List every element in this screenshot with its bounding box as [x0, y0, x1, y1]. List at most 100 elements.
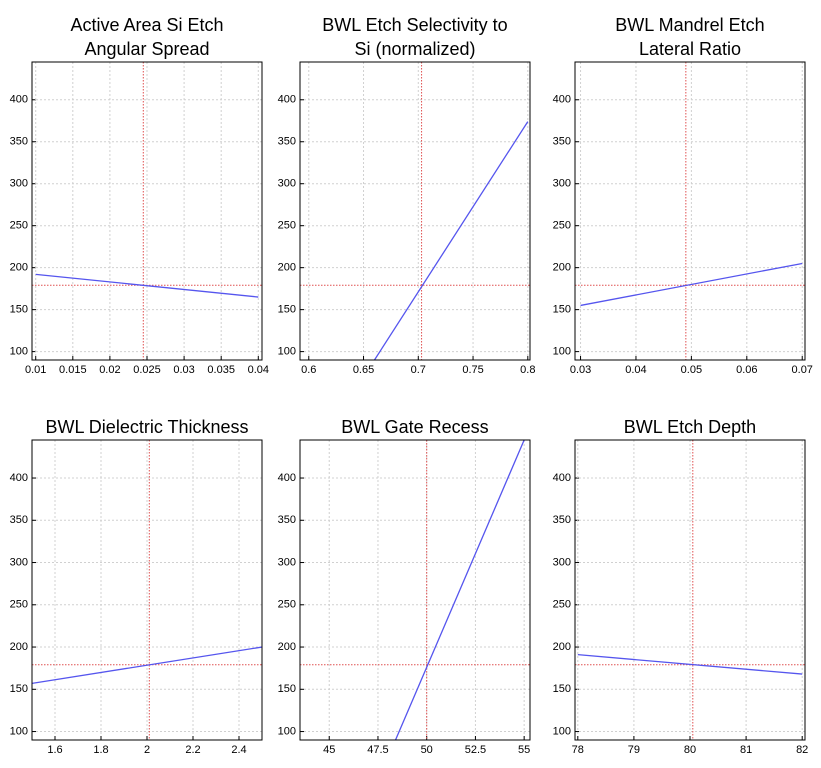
x-tick-label: 45 [323, 744, 335, 756]
chart-title: BWL Gate Recess [341, 417, 488, 437]
y-tick-label: 400 [10, 472, 28, 484]
y-tick-label: 350 [10, 136, 28, 148]
x-tick-label: 0.015 [59, 364, 87, 376]
chart-title: Lateral Ratio [639, 39, 741, 59]
x-tick-label: 47.5 [367, 744, 388, 756]
data-line [35, 273, 259, 298]
y-tick-label: 250 [278, 599, 296, 611]
y-tick-label: 200 [10, 262, 28, 274]
plot-frame [299, 61, 531, 361]
x-tick-label: 0.02 [99, 364, 120, 376]
x-tick-label: 2.2 [185, 744, 200, 756]
plot-frame [299, 439, 531, 741]
x-tick-label: 0.04 [625, 364, 646, 376]
y-tick-label: 150 [278, 304, 296, 316]
y-tick-label: 250 [553, 599, 571, 611]
y-tick-label: 150 [553, 304, 571, 316]
data-line [394, 440, 525, 740]
y-tick-label: 100 [278, 346, 296, 358]
y-tick-label: 150 [553, 683, 571, 695]
x-tick-label: 79 [628, 744, 640, 756]
panel: BWL Dielectric Thickness 100 150 200 250 300 3… [10, 417, 263, 756]
x-tick-label: 78 [572, 744, 584, 756]
y-tick-label: 200 [553, 641, 571, 653]
y-tick-label: 300 [278, 178, 296, 190]
plot-frame [574, 61, 806, 361]
plot-frame [31, 61, 263, 361]
x-tick-label: 55 [518, 744, 530, 756]
x-tick-label: 0.03 [570, 364, 591, 376]
x-tick-label: 50 [421, 744, 433, 756]
x-tick-label: 82 [796, 744, 808, 756]
y-tick-label: 250 [278, 220, 296, 232]
chart-title: BWL Mandrel Etch [615, 15, 764, 35]
x-tick-label: 0.8 [520, 364, 535, 376]
data-line [577, 654, 803, 675]
y-tick-label: 300 [278, 556, 296, 568]
x-tick-label: 80 [684, 744, 696, 756]
data-line [580, 262, 803, 307]
data-line [32, 646, 262, 685]
chart-title: Active Area Si Etch [70, 15, 223, 35]
data-line [373, 121, 529, 360]
y-tick-label: 200 [553, 262, 571, 274]
chart-title: Angular Spread [84, 39, 209, 59]
x-tick-label: 52.5 [465, 744, 486, 756]
panel: BWL Gate Recess 100 150 200 250 300 350 400 45 47… [278, 417, 531, 756]
y-tick-label: 100 [553, 346, 571, 358]
y-tick-label: 400 [278, 472, 296, 484]
y-tick-label: 400 [553, 472, 571, 484]
panel: BWL Etch Depth 100 150 200 250 300 350 400 78 79 8… [553, 417, 809, 756]
chart-title: Si (normalized) [354, 39, 475, 59]
y-tick-label: 350 [553, 514, 571, 526]
x-tick-label: 2 [144, 744, 150, 756]
y-tick-label: 100 [10, 346, 28, 358]
y-tick-label: 400 [553, 94, 571, 106]
y-tick-label: 250 [10, 599, 28, 611]
y-tick-label: 300 [10, 178, 28, 190]
y-tick-label: 100 [553, 725, 571, 737]
x-tick-label: 0.01 [25, 364, 46, 376]
y-tick-label: 250 [10, 220, 28, 232]
y-tick-label: 350 [278, 136, 296, 148]
plot-frame [31, 439, 263, 741]
panel: Active Area Si Etch Angular Spread 100 150 2… [10, 15, 269, 376]
x-tick-label: 81 [740, 744, 752, 756]
plot-frame [574, 439, 806, 741]
y-tick-label: 250 [553, 220, 571, 232]
y-tick-label: 100 [278, 725, 296, 737]
chart-title: BWL Etch Selectivity to [322, 15, 507, 35]
x-tick-label: 1.8 [93, 744, 108, 756]
chart-title: BWL Etch Depth [624, 417, 756, 437]
x-tick-label: 1.6 [47, 744, 62, 756]
y-tick-label: 300 [553, 556, 571, 568]
y-tick-label: 200 [10, 641, 28, 653]
y-tick-label: 350 [10, 514, 28, 526]
x-tick-label: 0.025 [133, 364, 161, 376]
y-tick-label: 200 [278, 641, 296, 653]
y-tick-label: 400 [10, 94, 28, 106]
panel: BWL Etch Selectivity to Si (normalized) 10… [278, 15, 536, 376]
x-tick-label: 0.07 [792, 364, 813, 376]
y-tick-label: 150 [278, 683, 296, 695]
y-tick-label: 400 [278, 94, 296, 106]
y-tick-label: 300 [10, 556, 28, 568]
y-tick-label: 150 [10, 683, 28, 695]
y-tick-label: 100 [10, 725, 28, 737]
x-tick-label: 0.06 [736, 364, 757, 376]
y-tick-label: 350 [553, 136, 571, 148]
y-tick-label: 300 [553, 178, 571, 190]
x-tick-label: 0.03 [173, 364, 194, 376]
panel: BWL Mandrel Etch Lateral Ratio 100 150 200 25… [553, 15, 813, 376]
chart-title: BWL Dielectric Thickness [45, 417, 248, 437]
y-tick-label: 200 [278, 262, 296, 274]
x-tick-label: 0.7 [411, 364, 426, 376]
x-tick-label: 2.4 [231, 744, 246, 756]
x-tick-label: 0.035 [207, 364, 235, 376]
x-tick-label: 0.6 [301, 364, 316, 376]
y-tick-label: 150 [10, 304, 28, 316]
x-tick-label: 0.04 [248, 364, 269, 376]
x-tick-label: 0.65 [353, 364, 374, 376]
x-tick-label: 0.05 [681, 364, 702, 376]
